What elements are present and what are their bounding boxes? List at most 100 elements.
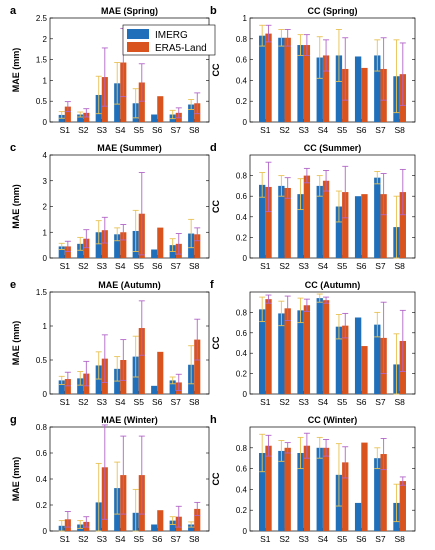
bar-imerg-c-S3 [95, 232, 102, 258]
y-tick-label-g: 0.8 [36, 423, 48, 432]
bar-imerg-c-S1 [58, 246, 65, 258]
y-tick-label-b: 1 [243, 14, 248, 23]
bar-imerg-d-S2 [278, 185, 285, 258]
x-tick-label-b: S2 [279, 125, 290, 135]
plot-area-e [49, 291, 210, 395]
y-tick-label-f: 0.2 [236, 370, 248, 379]
y-tick-label-g: 0.6 [36, 449, 48, 458]
bar-era5-f-S4 [322, 300, 330, 394]
bar-imerg-a-S8 [188, 104, 195, 122]
bar-era5-e-S8 [194, 339, 201, 394]
bar-era5-g-S6 [157, 510, 164, 531]
x-tick-label-e: S1 [60, 397, 71, 407]
x-tick-label-h: S8 [394, 534, 405, 544]
bar-imerg-g-S8 [188, 524, 195, 531]
bar-era5-e-S1 [64, 379, 71, 394]
x-tick-label-c: S8 [189, 261, 200, 271]
chart-title-a: MAE (Spring) [101, 6, 158, 16]
x-tick-label-f: S2 [279, 397, 290, 407]
bar-imerg-b-S4 [316, 57, 323, 122]
y-tick-label-b: 0.4 [236, 76, 248, 85]
bar-era5-c-S8 [194, 234, 201, 258]
bar-era5-d-S2 [284, 187, 291, 258]
bar-imerg-b-S6 [354, 56, 362, 123]
panel-letter-d: d [210, 142, 217, 154]
bar-era5-f-S3 [303, 305, 311, 394]
bar-imerg-c-S6 [151, 249, 158, 258]
bar-imerg-d-S5 [335, 206, 343, 258]
y-tick-label-b: 0 [243, 118, 248, 127]
x-tick-label-h: S1 [260, 534, 271, 544]
y-tick-label-c: 3 [43, 177, 48, 186]
bar-era5-d-S1 [265, 186, 272, 258]
panel-h: h CC (Winter) CC 0 0.2 0.4 0.6 0.8 S1 S2 S3 S4 S5 S6 S… [210, 414, 416, 544]
plot-area-f [249, 291, 416, 395]
x-tick-label-f: S5 [337, 397, 348, 407]
legend-label-imerg: IMERG [155, 30, 188, 41]
x-tick-label-b: S8 [394, 125, 405, 135]
chart-title-b: CC (Spring) [308, 6, 358, 16]
legend-swatch-era5 [127, 42, 149, 52]
panel-letter-g: g [10, 414, 17, 426]
chart-title-e: MAE (Autumn) [98, 280, 161, 290]
bar-imerg-c-S2 [77, 243, 84, 258]
panel-d: d CC (Summer) CC 0 0.2 0.4 0.6 0.8 S1 S2 S3 S4 S5 S6 S… [210, 142, 416, 271]
y-tick-label-d: 0.4 [236, 213, 248, 222]
x-tick-label-d: S5 [337, 261, 348, 271]
y-tick-label-a: 1.5 [36, 56, 48, 65]
x-tick-label-h: S5 [337, 534, 348, 544]
bar-imerg-d-S7 [374, 177, 381, 258]
bar-era5-f-S2 [284, 308, 291, 394]
bar-imerg-e-S3 [95, 365, 102, 394]
x-tick-label-g: S6 [152, 534, 163, 544]
bar-imerg-d-S1 [259, 184, 266, 258]
bar-imerg-h-S3 [297, 453, 304, 531]
panel-letter-f: f [210, 279, 214, 291]
y-tick-label-a: 0 [43, 118, 48, 127]
bar-imerg-c-S4 [114, 234, 121, 258]
y-tick-label-h: 0.4 [236, 485, 248, 494]
y-tick-label-g: 0 [43, 527, 48, 536]
y-tick-label-h: 0.6 [236, 465, 248, 474]
bar-era5-f-S6 [361, 346, 368, 394]
x-tick-label-a: S3 [97, 125, 108, 135]
bar-imerg-f-S1 [259, 309, 266, 394]
x-tick-label-f: S3 [299, 397, 310, 407]
panel-letter-e: e [10, 279, 16, 291]
bar-imerg-f-S5 [335, 326, 343, 394]
bar-imerg-d-S6 [354, 196, 362, 258]
x-tick-label-f: S4 [318, 397, 329, 407]
bar-era5-c-S2 [83, 238, 90, 258]
y-tick-label-d: 0.2 [236, 233, 248, 242]
x-tick-label-g: S3 [97, 534, 108, 544]
bar-imerg-f-S6 [354, 317, 362, 394]
bar-imerg-b-S3 [297, 45, 304, 122]
bar-imerg-h-S4 [316, 447, 323, 531]
x-tick-label-d: S2 [279, 261, 290, 271]
x-tick-label-a: S1 [60, 125, 71, 135]
bar-era5-a-S6 [157, 96, 164, 122]
x-tick-label-d: S6 [356, 261, 367, 271]
plot-area-b [249, 17, 416, 123]
x-tick-label-c: S2 [78, 261, 89, 271]
bar-era5-c-S3 [101, 230, 108, 258]
plot-area-c [49, 154, 210, 259]
bar-era5-g-S8 [194, 508, 201, 531]
x-tick-label-g: S7 [171, 534, 182, 544]
bar-era5-b-S1 [265, 33, 272, 122]
x-tick-label-d: S8 [394, 261, 405, 271]
panel-b: b CC (Spring) CC 0 0.2 0.4 0.6 0.8 1 S1 S2 S3 S4 S5 S6… [210, 5, 416, 135]
y-tick-label-d: 0.6 [236, 192, 248, 201]
y-tick-label-g: 0.2 [36, 501, 48, 510]
bar-era5-h-S6 [361, 442, 368, 531]
x-tick-label-d: S3 [299, 261, 310, 271]
x-tick-label-c: S4 [115, 261, 126, 271]
bar-era5-c-S6 [157, 227, 164, 258]
x-tick-label-e: S2 [78, 397, 89, 407]
x-tick-label-e: S3 [97, 397, 108, 407]
y-tick-label-b: 0.2 [236, 97, 248, 106]
plot-area-h [249, 426, 416, 532]
x-tick-label-b: S6 [356, 125, 367, 135]
y-tick-label-d: 0 [243, 254, 248, 263]
